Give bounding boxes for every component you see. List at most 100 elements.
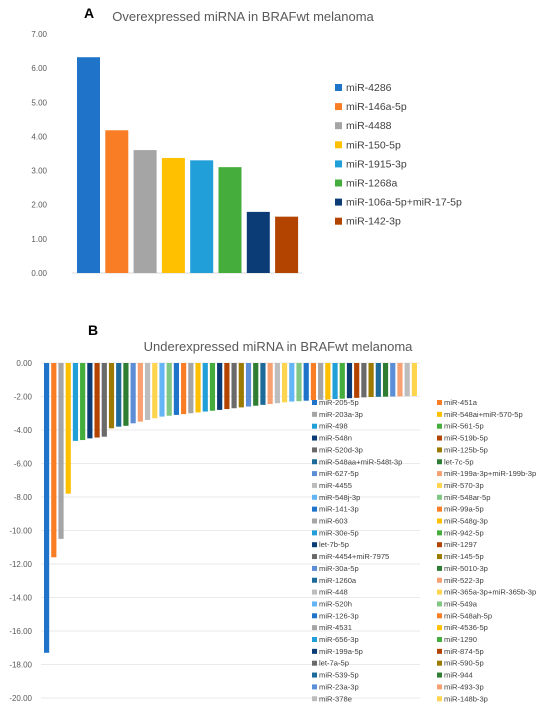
legend-entry: miR-4455 (319, 481, 352, 490)
legend-swatch (312, 506, 317, 512)
panel-a-legend: miR-4286 miR-146a-5p miR-4488 miR-150-5p miR… (335, 82, 462, 228)
bar-let-7c-5p (123, 363, 129, 426)
bar-miR-520d-3p (101, 363, 107, 437)
bar-miR-146a-5p (105, 130, 129, 273)
legend-swatch (312, 577, 317, 583)
panel-a-label: A (84, 5, 94, 21)
bar-miR-199a-3p+miR-199b-3p (137, 363, 143, 422)
legend-entry: miR-548n (319, 434, 352, 443)
bar-miR-548g-3p (195, 363, 201, 413)
legend-entry: miR-548j-3p (319, 493, 360, 502)
legend-entry: miR-145-5p (444, 552, 484, 561)
legend-entry: miR-656-3p (319, 635, 359, 644)
bar-miR-874-5p (354, 363, 360, 398)
legend-entry: miR-150-5p (346, 139, 401, 151)
legend-entry: miR-99a-5p (444, 505, 484, 514)
legend-swatch (437, 684, 442, 690)
panel-b-y-axis: 0.00 -2.00 -4.00 -6.00 -8.00 -10.00 -12.00 -14.… (9, 359, 32, 703)
bar-miR-627-5p (130, 363, 136, 424)
legend-swatch (312, 672, 317, 678)
y-tick-label: -12.00 (9, 560, 32, 569)
y-tick-label: 4.00 (31, 132, 47, 141)
legend-entry: miR-561-5p (444, 422, 484, 431)
bar-miR-145-5p (238, 363, 244, 408)
legend-entry: miR-378e (319, 694, 352, 703)
bar-miR-548j-3p (159, 363, 165, 417)
legend-entry: miR-1297 (444, 540, 477, 549)
legend-entry: miR-603 (319, 517, 348, 526)
bar-miR-448 (274, 363, 280, 404)
legend-entry: miR-141-3p (319, 505, 359, 514)
legend-entry: miR-203a-3p (319, 410, 363, 419)
legend-entry: miR-448 (319, 588, 348, 597)
legend-swatch (312, 530, 317, 536)
bar-miR-125b-5p (108, 363, 115, 429)
legend-entry: miR-874-5p (444, 647, 484, 656)
bar-miR-548n (87, 363, 93, 439)
legend-entry: miR-627-5p (319, 469, 359, 478)
legend-entry: miR-548ai+miR-570-5p (444, 410, 523, 419)
legend-swatch (437, 542, 442, 548)
bar-miR-141-3p (173, 363, 179, 415)
legend-swatch (437, 447, 442, 453)
legend-entry: miR-520h (319, 599, 352, 608)
legend-entry: miR-519b-5p (444, 434, 488, 443)
legend-swatch (437, 696, 442, 702)
legend-swatch (335, 217, 342, 225)
bar-miR-548ai+miR-570-5p (65, 363, 71, 494)
bar-let-7b-5p (217, 363, 223, 410)
legend-swatch (312, 625, 317, 631)
legend-swatch (437, 601, 442, 607)
legend-swatch (335, 103, 342, 111)
legend-swatch (312, 494, 317, 500)
panel-b-chart: B Underexpressed miRNA in BRAFwt melanom… (9, 322, 536, 703)
y-tick-label: -20.00 (9, 694, 32, 703)
legend-swatch (312, 482, 317, 488)
legend-swatch (437, 482, 442, 488)
legend-entry: miR-548g-3p (444, 517, 488, 526)
y-tick-label: 6.00 (31, 64, 47, 73)
bar-miR-539-5p (375, 363, 381, 397)
bar-miR-4454+miR-7975 (231, 363, 237, 409)
legend-entry: miR-942-5p (444, 528, 484, 537)
bar-miR-4455 (144, 363, 151, 420)
bar-miR-548ar-5p (166, 363, 172, 416)
y-tick-label: -10.00 (9, 527, 32, 536)
bar-miR-1260a (260, 363, 266, 405)
y-tick-label: -8.00 (14, 493, 33, 502)
bar-let-7a-5p (361, 363, 367, 398)
bar-miR-148b-3p (411, 363, 417, 396)
legend-swatch (312, 684, 317, 690)
bar-miR-199a-5p (346, 363, 353, 399)
bar-miR-603 (188, 363, 194, 414)
legend-swatch (437, 672, 442, 678)
bar-miR-203a-3p (58, 363, 64, 539)
legend-swatch (312, 660, 317, 666)
y-tick-label: 5.00 (31, 98, 47, 107)
legend-entry: miR-4454+miR-7975 (319, 552, 389, 561)
legend-swatch (312, 400, 317, 405)
y-tick-label: -18.00 (9, 661, 32, 670)
bar-miR-365a-3p+miR-365b-3p (281, 363, 288, 403)
legend-swatch (312, 542, 317, 548)
bar-miR-5010-3p (253, 363, 259, 406)
bar-miR-519b-5p (94, 363, 100, 438)
legend-entry: miR-4536-5p (444, 623, 488, 632)
bar-miR-942-5p (209, 363, 216, 411)
bar-miR-30a-5p (245, 363, 252, 407)
legend-entry: miR-142-3p (346, 216, 401, 228)
legend-entry: miR-199a-5p (319, 647, 363, 656)
legend-swatch (437, 577, 442, 583)
bar-miR-205-5p (44, 363, 50, 653)
legend-swatch (312, 471, 317, 477)
legend-swatch (437, 613, 442, 619)
panel-b-label: B (88, 322, 98, 338)
legend-entry: miR-4531 (319, 623, 352, 632)
legend-entry: miR-23a-3p (319, 682, 359, 691)
bar-miR-4531 (318, 363, 324, 400)
legend-entry: miR-590-5p (444, 659, 484, 668)
legend-swatch (437, 518, 442, 524)
legend-entry: miR-549a (444, 599, 478, 608)
legend-swatch (437, 625, 442, 631)
bar-miR-4488 (133, 150, 157, 273)
